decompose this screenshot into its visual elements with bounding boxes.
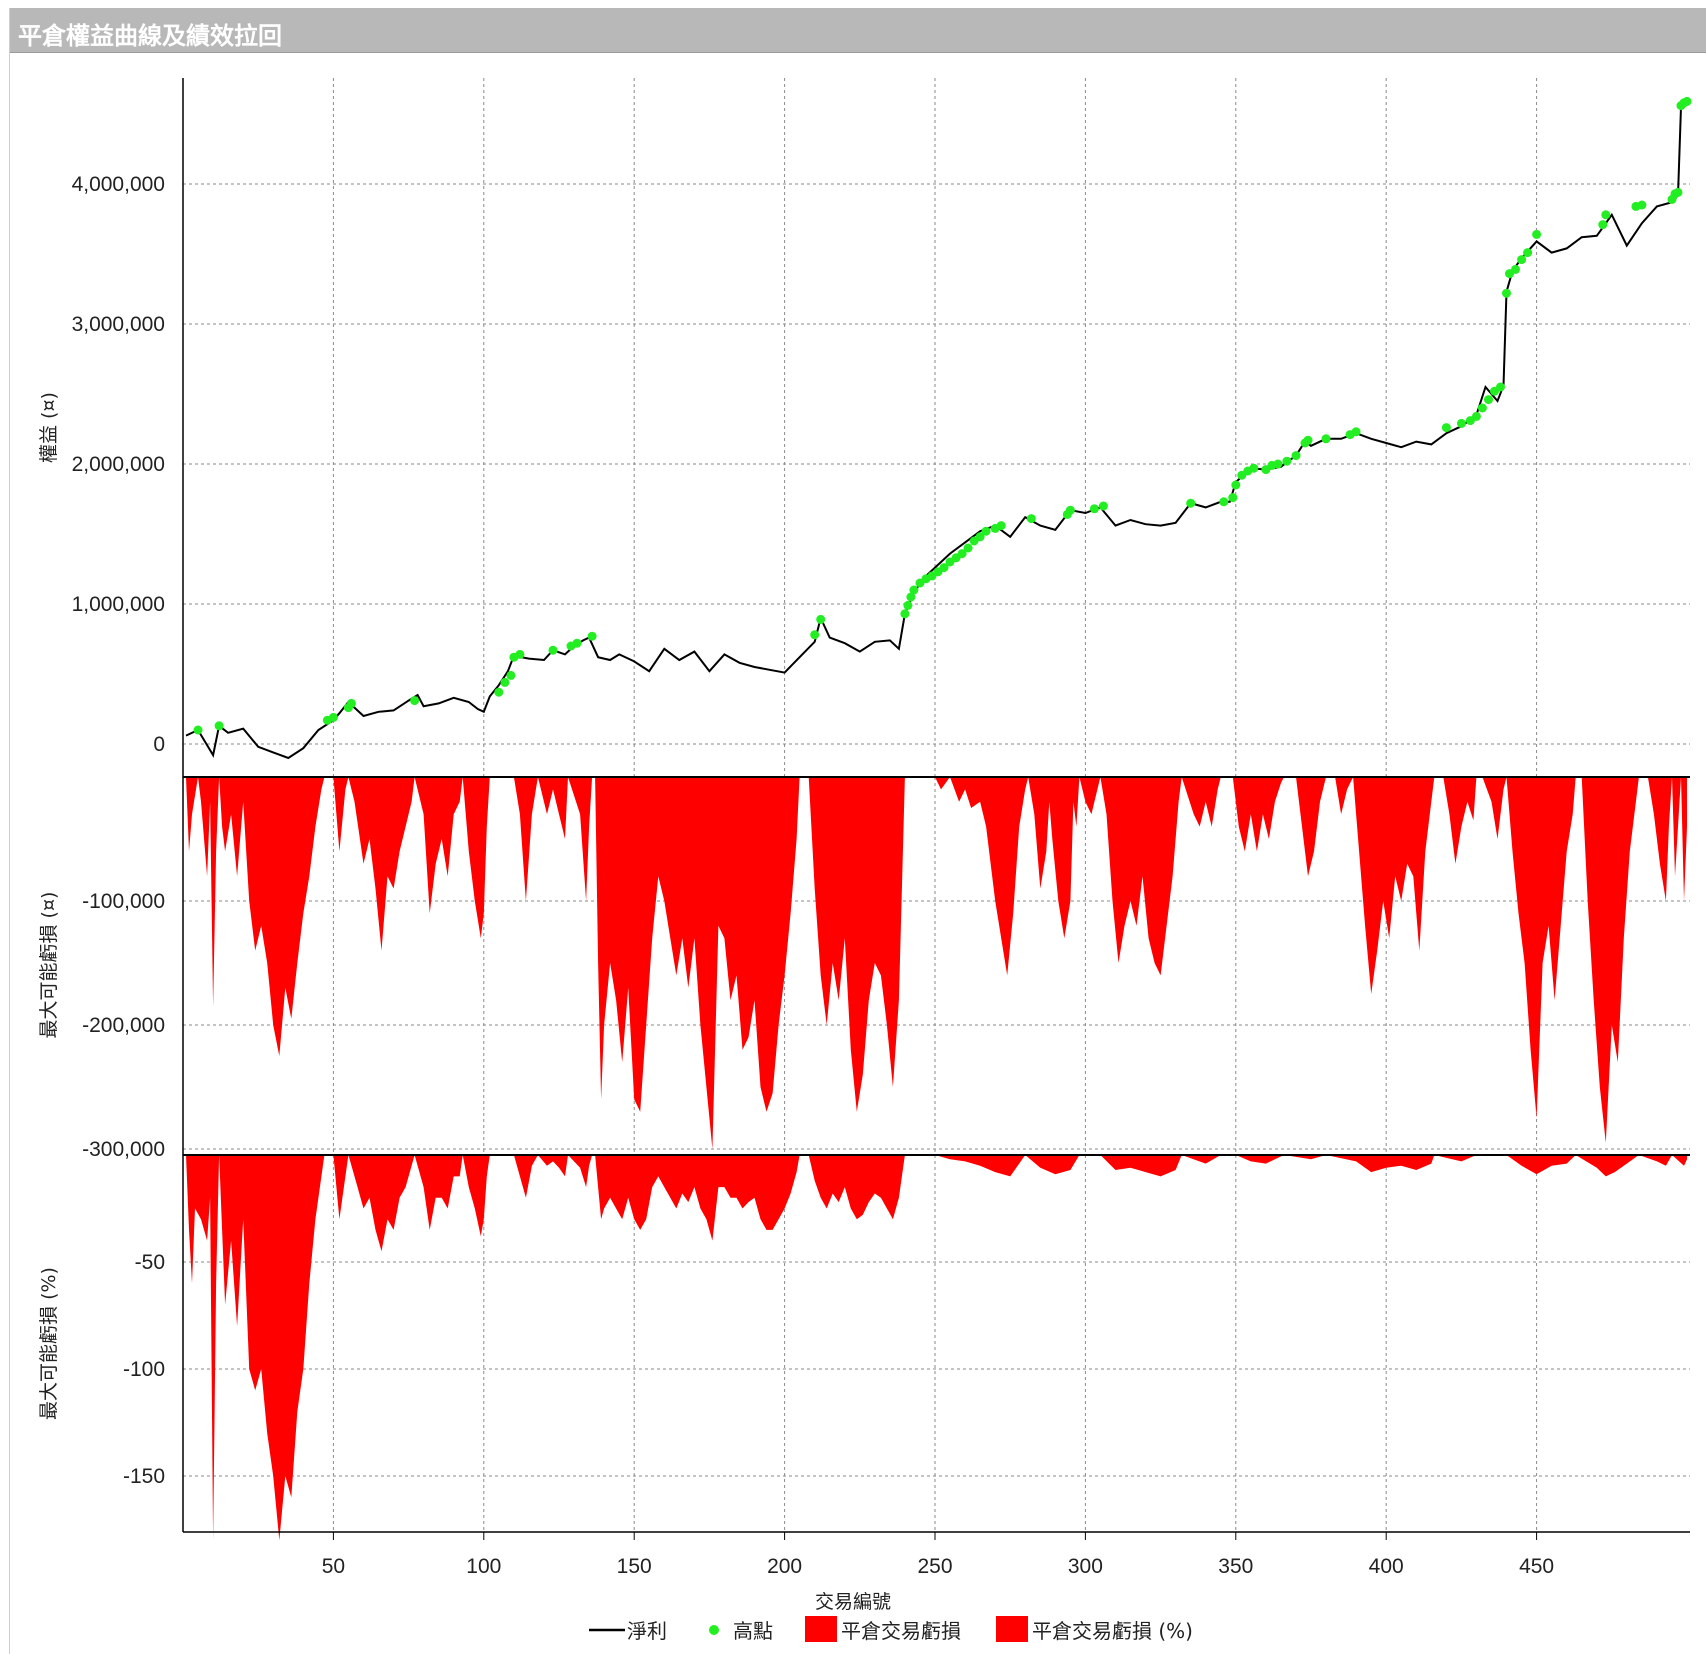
high-point-marker [1351,427,1361,437]
legend-label: 平倉交易虧損 (%) [1032,1619,1193,1643]
x-tick-label: 450 [1519,1555,1554,1578]
high-point-marker [900,609,910,619]
high-point-marker [909,585,919,595]
legend-label: 平倉交易虧損 [841,1619,961,1643]
high-point-marker [1219,497,1229,507]
high-point-marker [1601,210,1611,220]
high-point-marker [1496,382,1505,392]
high-point-marker [1089,504,1099,514]
y-tick-label: -100,000 [82,890,165,913]
y-axis-label: 最大可能虧損 (%) [38,1267,60,1420]
high-point-marker [1502,288,1511,298]
high-point-marker [1098,501,1108,511]
high-point-marker [1321,434,1331,444]
high-point-marker [996,521,1006,531]
high-point-marker [572,638,582,648]
y-tick-label: -150 [123,1465,165,1488]
high-point-marker [810,630,820,640]
high-point-marker [587,631,597,641]
y-axis-label: 最大可能虧損 (¤) [38,892,60,1039]
high-point-marker [1523,248,1533,258]
title-bar: 平倉權益曲線及績效拉回 [10,8,1706,53]
legend-label: 高點 [733,1619,773,1643]
window-title: 平倉權益曲線及績效拉回 [18,22,282,50]
high-point-marker [1303,435,1313,445]
high-point-marker [903,600,913,610]
legend-box-swatch [805,1616,837,1642]
high-point-marker [957,549,967,559]
high-point-marker [1598,220,1608,230]
high-point-marker [1441,423,1451,433]
legend-dot-swatch [709,1625,719,1635]
drawdown-area-2 [186,1155,1687,1541]
high-points [193,96,1692,735]
x-tick-label: 400 [1369,1555,1404,1578]
high-point-marker [1065,505,1075,515]
high-point-marker [214,721,224,731]
high-point-marker [1282,456,1292,466]
drawdown-area-1 [186,777,1687,1149]
high-point-marker [975,532,985,542]
y-tick-label: -200,000 [82,1014,165,1037]
panel-1-grid: 0 1,000,000 2,000,000 3,000,000 4,000,000 權益 … [38,78,1690,777]
y-tick-label: 3,000,000 [72,313,165,336]
high-point-marker [346,698,356,708]
high-point-marker [515,649,525,659]
high-point-marker [1471,411,1481,421]
high-point-marker [410,696,420,706]
high-point-marker [506,670,516,680]
x-tick-label: 350 [1218,1555,1253,1578]
x-tick-label: 200 [767,1555,802,1578]
high-point-marker [1511,264,1520,274]
y-tick-label: 0 [153,733,165,756]
high-point-marker [1231,480,1241,490]
high-point-marker [981,526,991,536]
high-point-marker [816,614,826,624]
x-tick-label: 300 [1068,1555,1103,1578]
high-point-marker [500,677,510,687]
high-point-marker [548,645,558,655]
high-point-marker [1249,463,1259,473]
y-axis-label: 權益 (¤) [38,392,60,463]
y-tick-label: -50 [135,1251,165,1274]
high-point-marker [1186,498,1196,508]
legend-box-swatch [996,1616,1028,1642]
high-point-marker [1517,255,1527,265]
y-tick-label: 1,000,000 [72,593,165,616]
y-tick-label: 4,000,000 [72,173,165,196]
high-point-marker [1228,493,1238,503]
high-point-marker [1637,200,1647,210]
high-point-marker [1291,451,1301,461]
high-point-marker [939,563,949,573]
high-point-marker [1456,418,1466,428]
high-point-marker [1532,229,1542,239]
x-tick-label: 50 [322,1555,345,1578]
high-point-marker [1026,514,1036,524]
y-tick-label: -300,000 [82,1138,165,1161]
high-point-marker [1682,96,1692,106]
high-point-marker [1484,395,1493,405]
y-tick-label: -100 [123,1358,165,1381]
high-point-marker [963,543,973,553]
high-point-marker [328,712,338,722]
legend: 淨利 高點 平倉交易虧損 平倉交易虧損 (%) [589,1616,1193,1643]
x-tick-label: 100 [466,1555,501,1578]
high-point-marker [193,725,203,735]
x-tick-label: 150 [617,1555,652,1578]
x-tick-label: 250 [917,1555,952,1578]
y-tick-label: 2,000,000 [72,453,165,476]
legend-label: 淨利 [627,1619,667,1643]
x-axis-label: 交易編號 [815,1591,891,1613]
window-edge [9,8,10,1654]
high-point-marker [906,592,916,602]
high-point-marker [1477,403,1487,413]
net-profit-line [185,103,1688,760]
high-point-marker [1673,187,1683,197]
high-point-marker [1273,459,1283,469]
high-point-marker [494,687,504,697]
